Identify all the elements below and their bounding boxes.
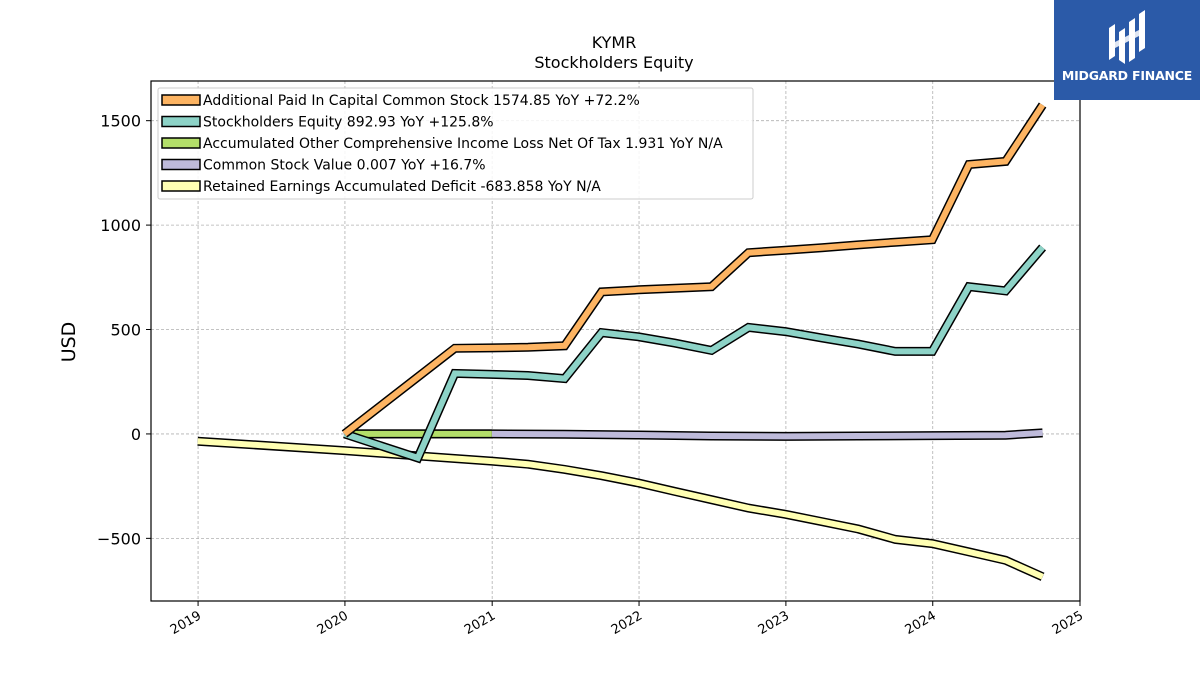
legend-item: Stockholders Equity 892.93 YoY +125.8% — [161, 115, 494, 131]
legend-swatch — [161, 137, 201, 149]
x-tick-label: 2024 — [903, 608, 939, 638]
series-line — [343, 245, 1045, 462]
legend-swatch — [161, 180, 201, 192]
series-outline — [197, 436, 1045, 581]
brand-logo: MIDGARD FINANCE — [1054, 0, 1200, 100]
x-tick-label: 2023 — [756, 608, 792, 638]
chart-subtitle: Stockholders Equity — [534, 53, 693, 72]
legend-label: Accumulated Other Comprehensive Income L… — [203, 136, 723, 152]
series-additional-paid-in-capital-common-stock — [341, 102, 1047, 438]
legend-label: Additional Paid In Capital Common Stock … — [203, 93, 640, 109]
legend-label: Stockholders Equity 892.93 YoY +125.8% — [203, 115, 494, 131]
series-stockholders-equity — [343, 244, 1047, 464]
series-line — [197, 438, 1044, 580]
series-lines — [197, 102, 1047, 581]
series-line — [342, 103, 1046, 437]
legend-swatch — [161, 94, 201, 106]
legend-box — [157, 87, 754, 200]
legend: Additional Paid In Capital Common Stock … — [157, 87, 754, 200]
legend-item: Additional Paid In Capital Common Stock … — [161, 93, 640, 109]
y-tick-label: 500 — [110, 321, 141, 340]
legend-swatch — [161, 158, 201, 171]
brand-name: MIDGARD FINANCE — [1061, 68, 1193, 83]
legend-label: Retained Earnings Accumulated Deficit -6… — [203, 179, 601, 195]
legend-swatch — [161, 115, 201, 128]
legend-label: Common Stock Value 0.007 YoY +16.7% — [203, 158, 486, 174]
y-tick-label: 1500 — [100, 112, 141, 131]
legend-item: Retained Earnings Accumulated Deficit -6… — [161, 179, 601, 195]
x-tick-label: 2025 — [1050, 608, 1086, 638]
series-retained-earnings-accumulated-deficit — [197, 436, 1045, 581]
legend-item: Common Stock Value 0.007 YoY +16.7% — [161, 158, 486, 174]
y-tick-label: 1000 — [100, 216, 141, 235]
plot-frame — [150, 80, 1081, 602]
x-tick-label: 2021 — [462, 608, 498, 638]
x-tick-label: 2022 — [609, 608, 645, 638]
legend-item: Accumulated Other Comprehensive Income L… — [161, 136, 723, 152]
y-tick-label: 0 — [131, 425, 141, 444]
mf-logo-icon — [1109, 10, 1145, 64]
x-tick-label: 2020 — [315, 608, 351, 638]
chart-title: KYMR — [592, 33, 637, 52]
x-tick-label: 2019 — [168, 608, 204, 638]
y-tick-label: −500 — [97, 529, 141, 548]
y-axis-label: USD — [58, 322, 80, 363]
